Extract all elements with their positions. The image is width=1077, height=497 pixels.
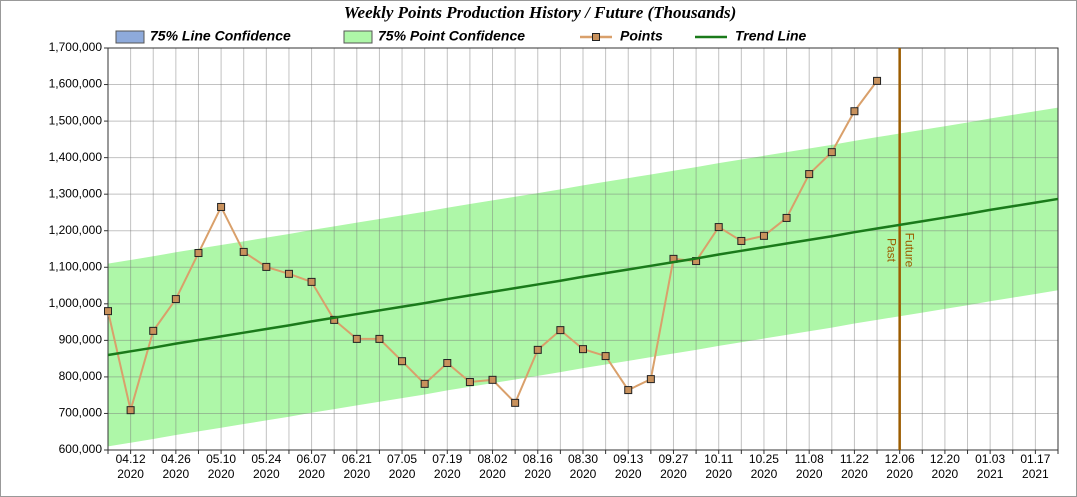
point-marker	[375, 334, 384, 343]
point-marker	[533, 345, 542, 354]
y-tick-label: 600,000	[59, 442, 103, 456]
x-tick-label: 08.30 2020	[567, 452, 599, 481]
divider-label: Past	[884, 238, 898, 263]
point-marker	[850, 107, 859, 116]
divider-label: Future	[902, 233, 916, 268]
x-tick-label: 06.07 2020	[296, 452, 327, 481]
point-marker	[737, 236, 746, 245]
point-marker	[805, 170, 814, 179]
point-marker	[873, 76, 882, 85]
x-tick-label: 12.20 2020	[929, 452, 960, 481]
y-tick-label: 900,000	[59, 333, 103, 347]
x-tick-label: 08.16 2020	[522, 452, 553, 481]
x-tick-label: 09.13 2020	[613, 452, 644, 481]
x-tick-label: 08.02 2020	[477, 452, 508, 481]
x-tick-label: 01.17 2021	[1020, 452, 1051, 481]
point-marker	[646, 375, 655, 384]
y-tick-label: 1,300,000	[49, 186, 103, 200]
y-tick-label: 1,500,000	[49, 113, 103, 127]
y-tick-label: 1,100,000	[49, 259, 103, 273]
point-marker	[759, 231, 768, 240]
point-marker	[104, 307, 112, 316]
y-tick-label: 1,600,000	[49, 77, 103, 91]
legend-swatch	[115, 30, 145, 44]
point-marker	[239, 247, 248, 256]
x-tick-label: 10.25 2020	[748, 452, 779, 481]
y-tick-label: 1,400,000	[49, 150, 103, 164]
x-tick-label: 11.08 2020	[794, 452, 824, 481]
legend-label: Trend Line	[735, 28, 807, 44]
legend-label: 75% Point Confidence	[378, 28, 525, 44]
x-tick-label: 07.05 2020	[387, 452, 418, 481]
point-marker	[149, 326, 158, 335]
point-marker	[284, 269, 293, 278]
x-tick-label: 04.12 2020	[115, 452, 146, 481]
point-marker	[465, 378, 474, 387]
legend-marker	[592, 33, 600, 41]
legend-label: 75% Line Confidence	[150, 28, 291, 44]
x-tick-label: 09.27 2020	[658, 452, 689, 481]
point-marker	[352, 334, 361, 343]
y-tick-label: 1,200,000	[49, 223, 103, 237]
point-marker	[601, 352, 610, 361]
y-tick-label: 1,000,000	[49, 296, 103, 310]
point-marker	[443, 359, 452, 368]
point-marker	[714, 223, 723, 232]
point-marker	[171, 295, 180, 304]
point-marker	[126, 406, 135, 415]
legend-label: Points	[620, 28, 663, 44]
point-marker	[194, 249, 203, 258]
point-marker	[262, 262, 271, 271]
x-tick-label: 04.26 2020	[160, 452, 191, 481]
point-marker	[511, 398, 520, 407]
x-tick-label: 07.19 2020	[432, 452, 463, 481]
x-tick-label: 05.24 2020	[251, 452, 282, 481]
chart-title: Weekly Points Production History / Futur…	[344, 3, 737, 22]
point-marker	[827, 148, 836, 157]
point-marker	[330, 315, 339, 324]
x-tick-label: 11.22 2020	[839, 452, 869, 481]
legend-swatch	[343, 30, 373, 44]
point-marker	[420, 379, 429, 388]
plot-border	[107, 47, 1059, 451]
point-marker	[782, 213, 791, 222]
x-tick-label: 01.03 2021	[975, 452, 1006, 481]
point-marker	[556, 326, 565, 335]
point-marker	[217, 202, 226, 211]
x-tick-label: 06.21 2020	[341, 452, 372, 481]
x-tick-label: 05.10 2020	[206, 452, 237, 481]
point-marker	[624, 386, 633, 395]
x-tick-label: 10.11 2020	[704, 452, 734, 481]
y-tick-label: 700,000	[59, 406, 103, 420]
x-tick-label: 12.06 2020	[884, 452, 915, 481]
point-marker	[579, 345, 587, 354]
point-marker	[307, 277, 316, 286]
series-line	[107, 197, 1059, 357]
y-tick-label: 800,000	[59, 369, 103, 383]
y-tick-label: 1,700,000	[49, 40, 103, 54]
point-marker	[398, 357, 407, 366]
point-marker	[488, 375, 497, 384]
